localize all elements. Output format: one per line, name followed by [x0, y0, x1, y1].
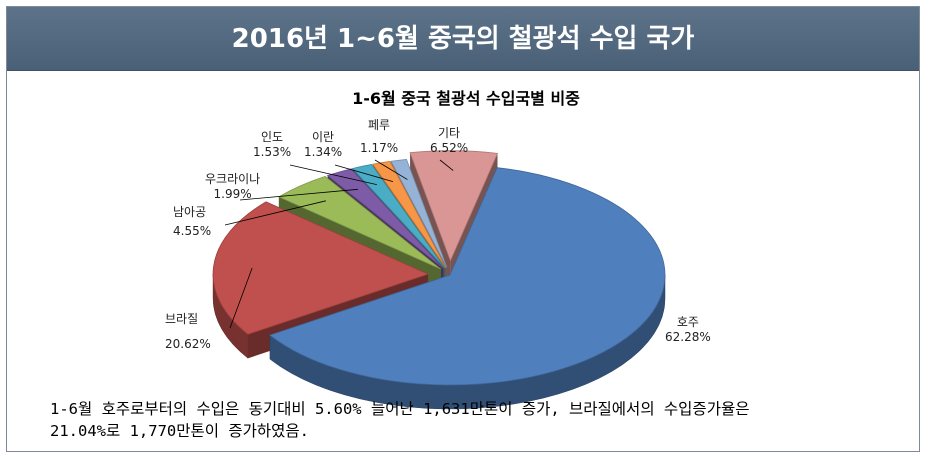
- title-banner: 2016년 1~6월 중국의 철광석 수입 국가: [7, 7, 919, 71]
- label-value: 1.17%: [360, 141, 399, 155]
- label-name: 브라질: [165, 312, 199, 326]
- label-name: 호주: [676, 315, 699, 329]
- label-peru: 페루 1.17%: [360, 118, 398, 156]
- leader-line-3: [239, 188, 358, 201]
- label-other: 기타 6.52%: [430, 126, 468, 156]
- label-ukraine: 우크라이나 1.99%: [205, 172, 260, 202]
- page-title: 2016년 1~6월 중국의 철광석 수입 국가: [231, 24, 695, 54]
- label-value: 1.99%: [213, 187, 252, 201]
- pie-slice-7: [409, 150, 499, 262]
- label-name: 페루: [368, 118, 391, 132]
- label-iran: 이란 1.34%: [304, 130, 342, 160]
- label-brazil: 브라질 20.62%: [165, 312, 211, 352]
- label-australia: 호주 62.28%: [665, 315, 711, 345]
- pie-slice-0: [269, 167, 666, 386]
- pie-slice-4: [351, 163, 445, 269]
- label-value: 1.53%: [253, 145, 292, 159]
- pie-slice-3: [326, 168, 444, 269]
- leader-line-4: [289, 164, 377, 186]
- label-name: 우크라이나: [205, 172, 261, 186]
- pie-slice-6: [390, 159, 448, 268]
- leader-line-1: [229, 267, 253, 329]
- label-value: 1.34%: [304, 145, 343, 159]
- summary-note: 1-6월 호주로부터의 수입은 동기대비 5.60% 늘어난 1,631만톤이 …: [50, 398, 910, 442]
- leader-line-2: [224, 200, 326, 226]
- note-line-2: 21.04%로 1,770만톤이 증가하였음.: [50, 422, 309, 440]
- pie-slice-1: [212, 201, 430, 335]
- label-name: 이란: [312, 130, 335, 144]
- label-value: 62.28%: [665, 330, 711, 344]
- label-name: 인도: [261, 130, 284, 144]
- label-name: 기타: [438, 126, 461, 140]
- label-india: 인도 1.53%: [253, 130, 291, 160]
- label-name: 남아공: [173, 205, 207, 219]
- note-line-1: 1-6월 호주로부터의 수입은 동기대비 5.60% 늘어난 1,631만톤이 …: [50, 400, 750, 418]
- label-south-africa: 남아공 4.55%: [173, 205, 211, 239]
- label-value: 6.52%: [430, 141, 469, 155]
- chart-title: 1-6월 중국 철광석 수입국별 비중: [352, 89, 580, 108]
- leader-line-7: [439, 159, 454, 171]
- label-value: 4.55%: [173, 224, 212, 238]
- leader-line-6: [374, 159, 408, 180]
- leader-line-5: [334, 164, 394, 182]
- pie-slice-5: [372, 160, 447, 268]
- label-value: 20.62%: [165, 337, 211, 351]
